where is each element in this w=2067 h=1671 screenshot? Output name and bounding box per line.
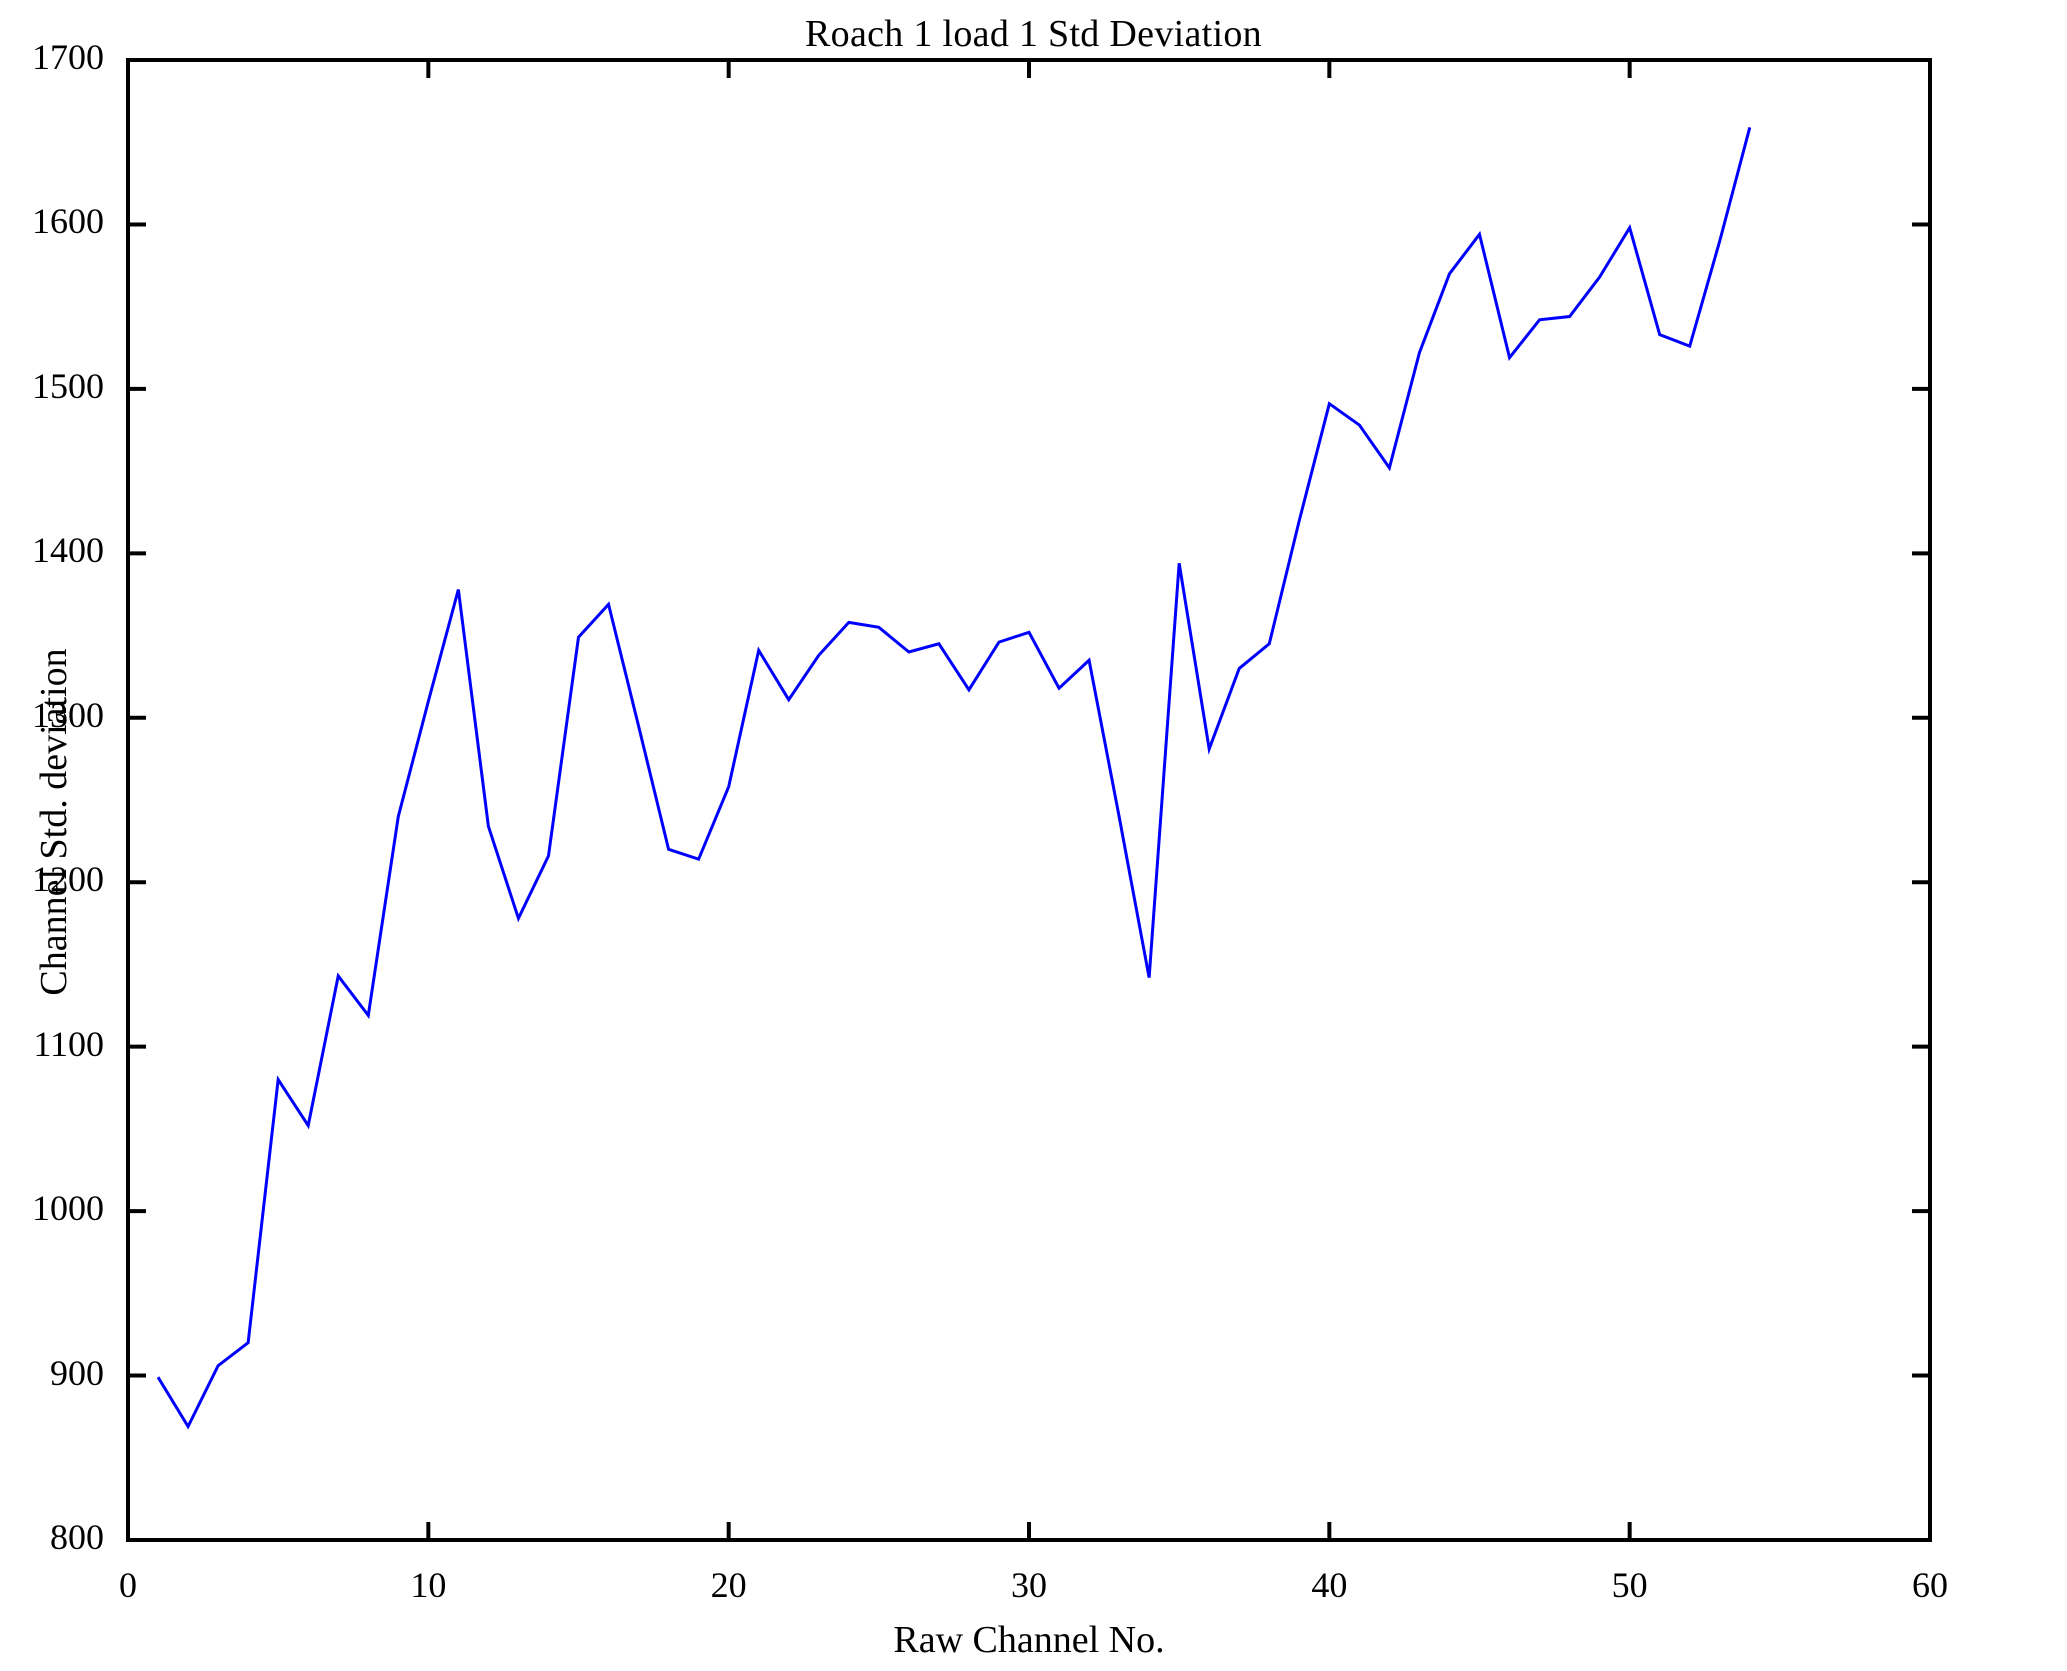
x-axis-title: Raw Channel No. bbox=[893, 1619, 1165, 1661]
y-tick-label: 1700 bbox=[32, 37, 104, 77]
y-tick-label: 1300 bbox=[32, 694, 104, 735]
y-tick-label: 1400 bbox=[32, 530, 104, 571]
x-tick-label: 50 bbox=[1611, 1565, 1648, 1605]
y-tick-label: 1200 bbox=[32, 859, 104, 900]
x-tick-label: 10 bbox=[410, 1565, 447, 1605]
x-tick-label: 60 bbox=[1912, 1565, 1948, 1605]
y-tick-label: 800 bbox=[50, 1517, 104, 1557]
x-tick-label: 30 bbox=[1011, 1565, 1047, 1605]
y-tick-label: 1100 bbox=[33, 1023, 104, 1064]
x-tick-label: 40 bbox=[1311, 1565, 1348, 1605]
y-tick-label: 900 bbox=[50, 1352, 104, 1393]
axes-frame bbox=[126, 58, 1932, 1542]
y-tick-label: 1500 bbox=[32, 365, 104, 406]
data-series-line bbox=[156, 127, 1752, 1430]
y-tick-label: 1000 bbox=[32, 1188, 104, 1229]
y-tick-label: 1600 bbox=[32, 201, 104, 242]
tick-marks bbox=[128, 60, 1930, 1540]
x-tick-label: 0 bbox=[119, 1565, 137, 1605]
y-axis-title: Channel Std. deviation bbox=[33, 648, 75, 996]
x-tick-label: 20 bbox=[710, 1565, 747, 1605]
chart-title: Roach 1 load 1 Std Deviation bbox=[805, 13, 1262, 55]
plot-box-border bbox=[126, 58, 1932, 1542]
